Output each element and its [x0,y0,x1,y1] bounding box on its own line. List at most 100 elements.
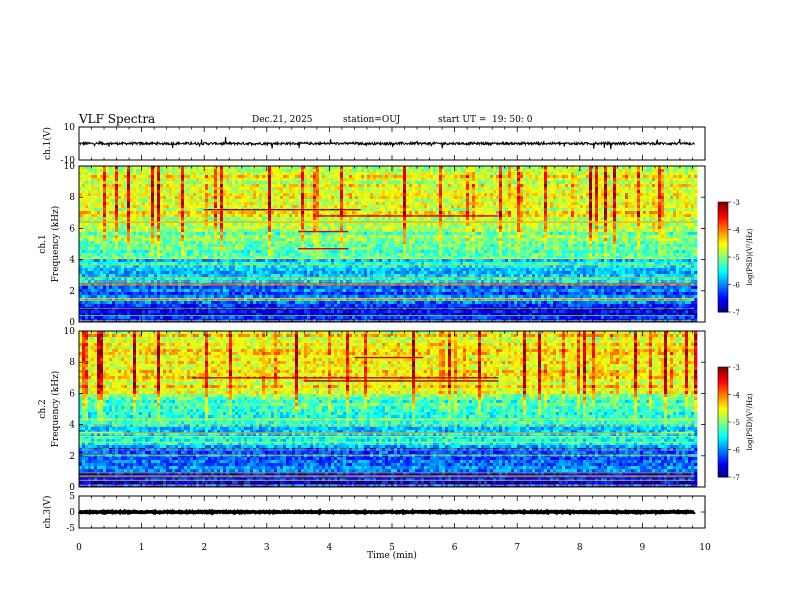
psd-cell [517,211,521,215]
psd-cell [682,178,686,182]
psd-cell [526,202,530,206]
psd-cell [304,223,308,227]
psd-cell [646,193,650,197]
psd-cell [379,178,383,182]
psd-cell [553,187,557,191]
psd-cell [499,172,503,176]
psd-cell [184,193,188,197]
psd-cell [466,172,470,176]
psd-cell [211,235,215,239]
psd-cell [232,226,236,230]
psd-cell [175,202,179,206]
psd-cell [247,193,251,197]
psd-cell [691,214,695,218]
psd-cell [349,178,353,182]
psd-cell [325,202,329,206]
psd-cell [367,181,371,185]
psd-cell [667,178,671,182]
psd-cell [217,184,221,188]
psd-cell [268,178,272,182]
psd-cell [454,229,458,233]
psd-cell [457,223,461,227]
psd-cell [520,196,524,200]
psd-cell [652,211,656,215]
psd-cell [481,187,485,191]
psd-cell [523,166,527,170]
psd-cell [205,223,209,227]
psd-cell [178,181,182,185]
psd-cell [652,193,656,197]
psd-cell [601,166,605,170]
psd-cell [508,178,512,182]
psd-cell [181,190,185,194]
psd-cell [655,208,659,212]
psd-cell [571,169,575,173]
psd-cell [163,211,167,215]
psd-cell [85,166,89,170]
psd-cell [205,184,209,188]
psd-cell [181,214,185,218]
psd-cell [289,214,293,218]
psd-cell [133,175,137,179]
psd-cell [385,205,389,209]
psd-cell [493,229,497,233]
psd-cell [619,196,623,200]
psd-cell [439,199,443,203]
psd-cell [580,226,584,230]
psd-cell [274,187,278,191]
psd-cell [595,214,599,218]
psd-cell [571,223,575,227]
psd-cell [655,169,659,173]
psd-cell [316,211,320,215]
psd-cell [259,226,263,230]
psd-cell [127,196,131,200]
psd-cell [592,199,596,203]
psd-cell [103,181,107,185]
psd-cell [85,226,89,230]
psd-cell [586,208,590,212]
psd-cell [634,199,638,203]
psd-cell [355,184,359,188]
psd-cell [250,193,254,197]
psd-cell [367,166,371,170]
psd-cell [670,169,674,173]
psd-cell [220,181,224,185]
psd-cell [388,193,392,197]
psd-cell [115,181,119,185]
psd-cell [286,229,290,233]
psd-cell [97,202,101,206]
psd-cell [91,190,95,194]
psd-cell [157,208,161,212]
psd-cell [274,214,278,218]
psd-cell [682,217,686,221]
psd-cell [175,211,179,215]
psd-cell [190,208,194,212]
psd-cell [499,229,503,233]
psd-cell [526,187,530,191]
psd-cell [481,205,485,209]
psd-cell [610,178,614,182]
psd-cell [481,223,485,227]
psd-cell [610,196,614,200]
psd-cell [631,229,635,233]
psd-cell [202,175,206,179]
psd-cell [505,178,509,182]
psd-cell [436,205,440,209]
psd-cell [286,190,290,194]
psd-cell [319,175,323,179]
psd-cell [433,199,437,203]
psd-cell [478,190,482,194]
psd-cell [115,178,119,182]
psd-cell [409,172,413,176]
psd-cell [622,187,626,191]
psd-cell [130,217,134,221]
psd-cell [304,226,308,230]
psd-cell [133,190,137,194]
psd-cell [556,169,560,173]
psd-cell [442,223,446,227]
psd-cell [565,202,569,206]
psd-cell [409,202,413,206]
psd-cell [610,169,614,173]
psd-cell [79,208,83,212]
psd-cell [421,166,425,170]
